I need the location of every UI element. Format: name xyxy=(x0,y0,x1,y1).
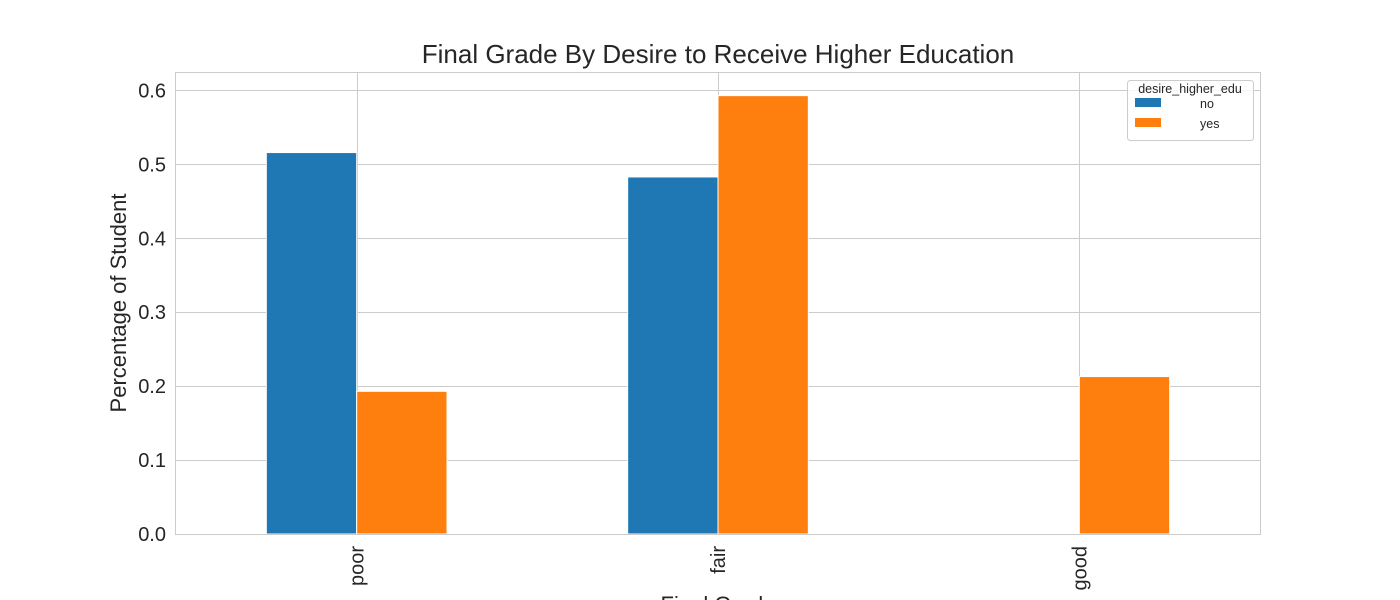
bar-yes-fair xyxy=(717,95,809,535)
legend-label-no: no xyxy=(1200,97,1214,111)
y-tick-label: 0.3 xyxy=(138,302,166,324)
legend-entries: no yes xyxy=(1135,97,1219,131)
x-tick-labels: poor fair good xyxy=(347,546,1092,591)
x-tick-label: poor xyxy=(347,546,369,586)
bar-yes-poor xyxy=(356,390,448,535)
y-tick-label: 0.5 xyxy=(138,154,166,176)
y-tick-label: 0.6 xyxy=(138,80,166,102)
x-axis-label: Final Grade xyxy=(661,592,776,600)
bar-no-fair xyxy=(627,176,719,535)
legend: desire_higher_edu no yes xyxy=(1127,80,1254,141)
legend-title: desire_higher_edu xyxy=(1138,82,1242,96)
x-tick-label: good xyxy=(1069,546,1091,591)
y-tick-label: 0.4 xyxy=(138,228,166,250)
bar-yes-good xyxy=(1078,376,1171,535)
y-tick-label: 0.0 xyxy=(138,524,166,546)
y-tick-labels: 0.0 0.1 0.2 0.3 0.4 0.5 0.6 xyxy=(138,80,166,546)
legend-swatch-no xyxy=(1135,98,1161,107)
y-tick-label: 0.2 xyxy=(138,376,166,398)
y-axis-label: Percentage of Student xyxy=(106,194,131,413)
x-tick-label: fair xyxy=(708,546,730,574)
chart-title: Final Grade By Desire to Receive Higher … xyxy=(422,39,1015,69)
plot-frame xyxy=(175,72,1261,535)
legend-swatch-yes xyxy=(1135,118,1161,127)
bars xyxy=(265,95,1171,535)
bar-no-poor xyxy=(265,152,358,535)
y-tick-label: 0.1 xyxy=(138,450,166,472)
legend-label-yes: yes xyxy=(1200,117,1219,131)
